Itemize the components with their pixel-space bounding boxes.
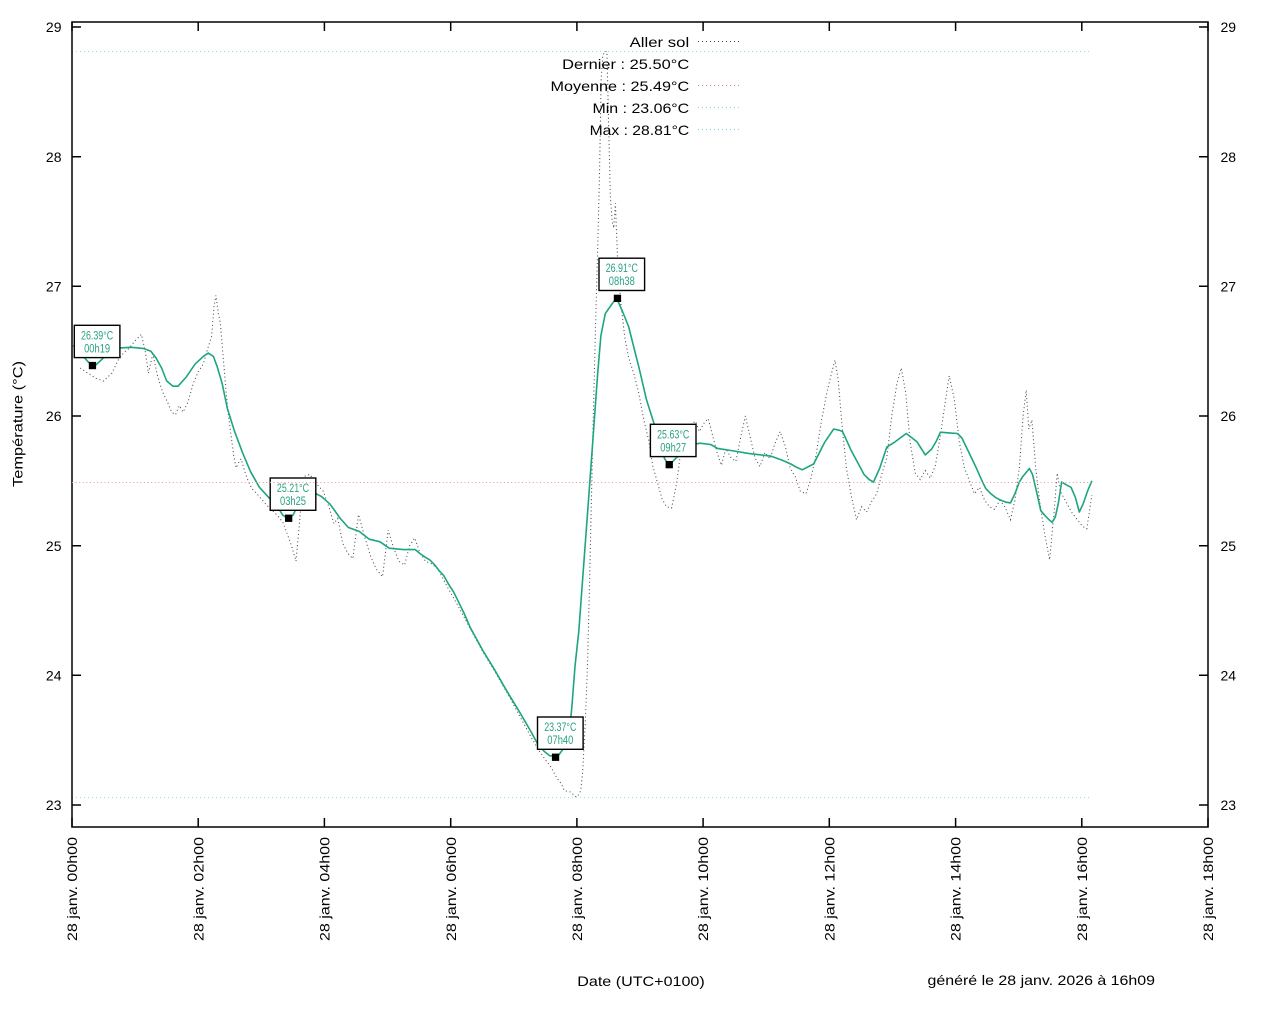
svg-text:25.63°C: 25.63°C: [657, 428, 689, 442]
svg-text:26: 26: [46, 408, 62, 424]
svg-text:29: 29: [1221, 19, 1237, 35]
svg-text:généré le 28 janv. 2026 à 16h0: généré le 28 janv. 2026 à 16h09: [928, 972, 1156, 988]
svg-text:29: 29: [46, 19, 62, 35]
svg-text:28 janv. 06h00: 28 janv. 06h00: [443, 837, 459, 941]
svg-text:28 janv. 04h00: 28 janv. 04h00: [317, 837, 333, 941]
svg-text:23: 23: [1221, 797, 1237, 813]
svg-text:26.39°C: 26.39°C: [81, 329, 113, 343]
svg-text:25: 25: [1221, 538, 1237, 554]
svg-text:26.91°C: 26.91°C: [606, 262, 638, 276]
svg-text:23.37°C: 23.37°C: [544, 721, 576, 735]
svg-text:09h27: 09h27: [660, 441, 686, 454]
svg-text:07h40: 07h40: [547, 734, 573, 747]
svg-text:27: 27: [46, 278, 62, 294]
svg-text:28 janv. 18h00: 28 janv. 18h00: [1200, 837, 1216, 941]
svg-text:Dernier : 25.50°C: Dernier : 25.50°C: [562, 56, 689, 72]
svg-text:26: 26: [1221, 408, 1237, 424]
svg-text:27: 27: [1221, 278, 1237, 294]
svg-text:28 janv. 10h00: 28 janv. 10h00: [695, 837, 711, 941]
svg-text:28 janv. 12h00: 28 janv. 12h00: [821, 837, 837, 941]
svg-text:25.21°C: 25.21°C: [277, 482, 309, 496]
svg-text:28 janv. 16h00: 28 janv. 16h00: [1074, 837, 1090, 941]
svg-text:08h38: 08h38: [609, 275, 635, 288]
svg-text:Moyenne : 25.49°C: Moyenne : 25.49°C: [551, 78, 690, 94]
svg-text:28: 28: [1221, 149, 1237, 165]
svg-text:28: 28: [46, 149, 62, 165]
svg-text:24: 24: [1221, 667, 1237, 683]
svg-text:Aller sol: Aller sol: [630, 34, 690, 50]
svg-text:28 janv. 02h00: 28 janv. 02h00: [190, 837, 206, 941]
svg-text:Date (UTC+0100): Date (UTC+0100): [577, 973, 705, 989]
svg-text:28 janv. 00h00: 28 janv. 00h00: [64, 837, 80, 941]
svg-text:25: 25: [46, 538, 62, 554]
svg-text:23: 23: [46, 797, 62, 813]
svg-text:28 janv. 08h00: 28 janv. 08h00: [569, 837, 585, 941]
svg-text:Min : 23.06°C: Min : 23.06°C: [593, 100, 690, 116]
svg-text:28 janv. 14h00: 28 janv. 14h00: [948, 837, 964, 941]
svg-text:Max : 28.81°C: Max : 28.81°C: [590, 122, 690, 138]
svg-text:24: 24: [46, 667, 62, 683]
svg-text:Température (°C): Température (°C): [10, 361, 26, 487]
svg-text:00h19: 00h19: [84, 342, 110, 355]
svg-text:03h25: 03h25: [280, 495, 306, 508]
